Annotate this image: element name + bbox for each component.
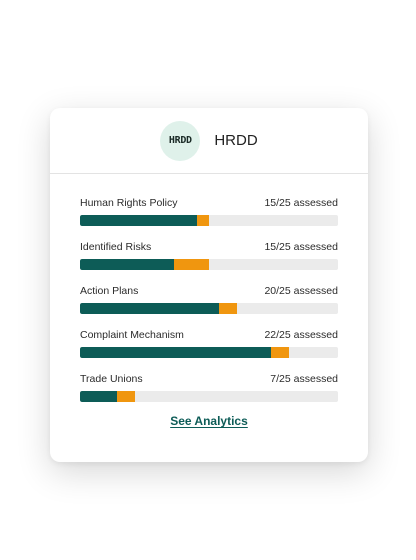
progress-fill-pending xyxy=(117,391,136,402)
progress-bar xyxy=(80,391,338,402)
hrdd-logo-badge: HRDD xyxy=(160,120,201,161)
metric-label: Trade Unions xyxy=(80,373,143,385)
metric-item: Complaint Mechanism 22/25 assessed xyxy=(80,328,338,372)
metric-status: 15/25 assessed xyxy=(264,241,338,253)
metric-label: Identified Risks xyxy=(80,241,152,253)
metric-status: 22/25 assessed xyxy=(264,329,338,341)
metric-item: Trade Unions 7/25 assessed xyxy=(80,372,338,416)
progress-fill-assessed xyxy=(80,347,271,358)
see-analytics-link[interactable]: See Analytics xyxy=(170,414,248,428)
metric-status: 20/25 assessed xyxy=(264,285,338,297)
metric-item: Human Rights Policy 15/25 assessed xyxy=(80,196,338,240)
progress-fill-assessed xyxy=(80,215,198,226)
hrdd-card: HRDD HRDD Human Rights Policy 15/25 asse… xyxy=(50,108,368,462)
metric-label: Human Rights Policy xyxy=(80,197,178,209)
metric-status: 7/25 assessed xyxy=(270,373,338,385)
progress-fill-pending xyxy=(174,259,209,270)
progress-bar xyxy=(80,259,338,270)
progress-fill-assessed xyxy=(80,259,175,270)
progress-bar xyxy=(80,215,338,226)
progress-fill-pending xyxy=(219,303,238,314)
progress-bar xyxy=(80,347,338,358)
card-footer: See Analytics xyxy=(50,412,368,430)
metric-status: 15/25 assessed xyxy=(264,197,338,209)
metric-label: Action Plans xyxy=(80,285,139,297)
metric-label: Complaint Mechanism xyxy=(80,329,184,341)
card-title: HRDD xyxy=(214,132,258,149)
metric-item: Identified Risks 15/25 assessed xyxy=(80,240,338,284)
progress-bar xyxy=(80,303,338,314)
progress-fill-pending xyxy=(270,347,289,358)
progress-fill-assessed xyxy=(80,303,220,314)
metrics-list: Human Rights Policy 15/25 assessed Ident… xyxy=(50,174,368,416)
metric-item: Action Plans 20/25 assessed xyxy=(80,284,338,328)
progress-fill-assessed xyxy=(80,391,118,402)
progress-fill-pending xyxy=(197,215,209,226)
card-header: HRDD HRDD xyxy=(50,108,368,174)
